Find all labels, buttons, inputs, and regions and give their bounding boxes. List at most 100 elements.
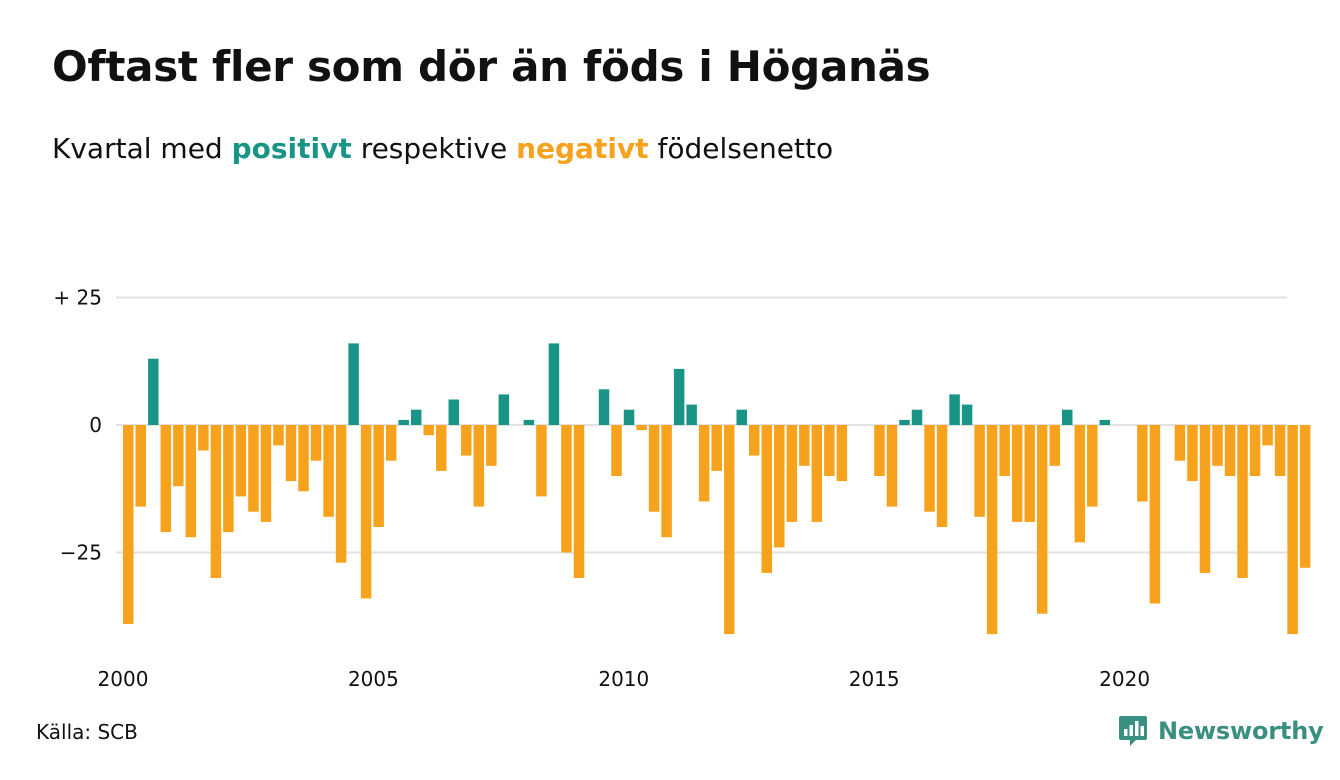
bar-negative (974, 425, 985, 517)
bar-negative (749, 425, 760, 456)
chart-title: Oftast fler som dör än föds i Höganäs (52, 42, 931, 91)
bar-positive (961, 404, 973, 425)
bar-negative (986, 425, 998, 635)
bar-negative (999, 425, 1010, 476)
bar-negative (123, 425, 134, 624)
bar-negative (611, 425, 622, 476)
bar-negative (811, 425, 823, 522)
bar-negative (1187, 425, 1198, 482)
bar-negative (874, 425, 885, 476)
bar-negative (1249, 425, 1261, 476)
brand-name: Newsworthy (1158, 717, 1324, 745)
bar-negative (1237, 425, 1248, 578)
bar-negative (198, 425, 209, 451)
bar-negative (373, 425, 384, 527)
bar-negative (573, 425, 585, 578)
bar-negative (1011, 425, 1023, 522)
bar-negative (723, 425, 735, 635)
bar-negative (235, 425, 247, 497)
newsworthy-logo-icon (1119, 716, 1147, 746)
bar-negative (298, 425, 309, 492)
bar-positive (686, 404, 697, 425)
bar-negative (1137, 425, 1148, 502)
bar-negative (774, 425, 785, 548)
x-tick-label: 2000 (98, 667, 149, 691)
bar-negative (1036, 425, 1048, 614)
bar-negative (335, 425, 347, 563)
bar-positive (148, 358, 159, 425)
source-note: Källa: SCB (36, 720, 138, 744)
bar-negative (1274, 425, 1286, 476)
bar-negative (248, 425, 259, 512)
bar-negative (1024, 425, 1035, 522)
x-tick-label: 2005 (348, 667, 399, 691)
bar-negative (1149, 425, 1161, 604)
bar-positive (348, 343, 359, 425)
subtitle-negative-word: negativt (516, 132, 649, 165)
chart-subtitle: Kvartal med positivt respektive negativt… (52, 132, 833, 165)
bar-positive (673, 368, 685, 425)
subtitle-positive-word: positivt (231, 132, 352, 165)
bar-negative (1262, 425, 1273, 446)
bar-negative (223, 425, 234, 533)
bar-negative (486, 425, 497, 466)
subtitle-suffix: födelsenetto (657, 132, 834, 165)
bar-negative (1212, 425, 1223, 466)
bar-negative (1287, 425, 1298, 635)
bar-negative (1199, 425, 1211, 573)
bar-positive (1062, 409, 1073, 425)
bar-negative (473, 425, 485, 507)
bar-positive (899, 419, 910, 425)
bar-negative (799, 425, 810, 466)
bar-positive (949, 394, 960, 425)
bar-negative (561, 425, 572, 553)
bar-negative (761, 425, 773, 573)
bar-positive (598, 389, 610, 425)
bar-positive (410, 409, 422, 425)
bar-negative (385, 425, 397, 461)
bar-positive (523, 419, 535, 425)
bar-negative (661, 425, 672, 538)
bar-negative (536, 425, 547, 497)
bar-negative (273, 425, 284, 446)
bar-negative (1299, 425, 1311, 568)
subtitle-middle: respektive (360, 132, 508, 165)
bar-negative (786, 425, 798, 522)
bar-negative (648, 425, 660, 512)
bar-negative (924, 425, 935, 512)
bar-positive (736, 409, 747, 425)
bar-negative (423, 425, 434, 436)
bar-negative (1087, 425, 1098, 507)
bar-negative (824, 425, 835, 476)
bar-negative (185, 425, 197, 538)
bar-negative (360, 425, 372, 599)
bar-positive (498, 394, 510, 425)
bar-negative (1174, 425, 1186, 461)
bar-negative (936, 425, 948, 527)
bar-negative (636, 425, 647, 431)
bar-negative (1049, 425, 1060, 466)
bar-negative (436, 425, 447, 471)
bar-negative (173, 425, 184, 487)
bar-positive (448, 399, 460, 425)
y-tick-label: + 25 (53, 286, 102, 310)
bar-negative (323, 425, 334, 517)
bar-negative (160, 425, 172, 533)
bar-negative (886, 425, 898, 507)
bar-negative (461, 425, 472, 456)
subtitle-prefix: Kvartal med (52, 132, 223, 165)
bar-positive (398, 419, 409, 425)
bar-negative (698, 425, 710, 502)
x-tick-label: 2015 (849, 667, 900, 691)
x-tick-label: 2020 (1099, 667, 1150, 691)
bar-negative (310, 425, 322, 461)
bar-positive (548, 343, 560, 425)
bar-positive (1099, 419, 1111, 425)
bar-positive (623, 409, 635, 425)
bar-negative (711, 425, 722, 471)
bar-negative (1074, 425, 1086, 543)
x-tick-label: 2010 (598, 667, 649, 691)
bar-negative (135, 425, 147, 507)
brand-logo: Newsworthy (1118, 714, 1324, 748)
